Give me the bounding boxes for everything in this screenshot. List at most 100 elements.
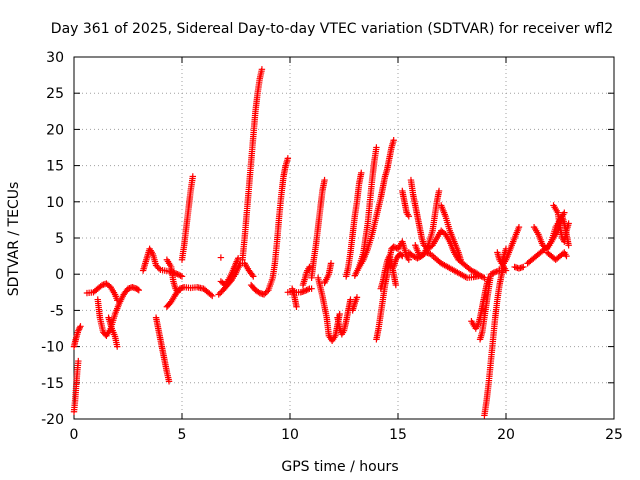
data-point — [217, 254, 225, 261]
data-point — [301, 287, 309, 295]
data-point — [390, 243, 397, 250]
series-arc03 — [83, 280, 121, 304]
data-point — [476, 272, 484, 279]
series-arc14 — [239, 66, 266, 263]
data-point — [249, 271, 256, 279]
data-point — [358, 169, 365, 177]
series-arc05 — [105, 314, 121, 350]
series-arc10 — [178, 173, 196, 263]
data-point — [234, 255, 242, 262]
data-point — [373, 144, 380, 151]
data-point — [75, 357, 82, 365]
chart-title: Day 361 of 2025, Sidereal Day-to-day VTE… — [51, 21, 613, 37]
series-arc39 — [498, 223, 523, 271]
data-point — [75, 326, 83, 333]
series-arc33 — [405, 249, 484, 282]
data-point — [308, 285, 315, 292]
x-tick-label: 25 — [605, 427, 623, 443]
axis-ticks — [73, 56, 615, 420]
series-arc07 — [152, 314, 173, 385]
data-point — [415, 254, 423, 261]
series-arc18 — [299, 263, 313, 289]
data-point — [353, 294, 361, 301]
series-arc09 — [163, 256, 181, 296]
data-point — [520, 263, 527, 271]
data-point — [135, 286, 142, 294]
data-point — [321, 176, 328, 184]
data-point — [392, 281, 400, 289]
y-tick-label: 10 — [46, 195, 64, 211]
x-tick-label: 0 — [70, 427, 79, 443]
data-point — [487, 271, 495, 278]
grid — [74, 57, 614, 419]
data-point — [293, 303, 300, 310]
data-point — [114, 343, 121, 350]
data-point — [411, 253, 418, 261]
data-point — [306, 263, 313, 271]
data-point — [209, 292, 216, 300]
series-arc12 — [217, 255, 242, 289]
series-arc43 — [550, 202, 572, 245]
series-arc02 — [70, 323, 84, 350]
data-point — [177, 272, 184, 279]
data-point — [260, 291, 268, 298]
data-point — [154, 263, 161, 271]
series-arc23 — [342, 169, 365, 280]
data-point — [347, 296, 354, 303]
series-arc21 — [334, 296, 354, 338]
data-point — [515, 223, 523, 231]
data-point — [405, 213, 412, 220]
data-point — [155, 265, 163, 272]
y-tick-labels: -20 -15 -10 -5 0 5 10 15 20 25 30 — [41, 50, 64, 428]
series-arc29 — [390, 250, 406, 271]
series-arc44 — [543, 249, 570, 263]
x-tick-label: 10 — [281, 427, 299, 443]
data-point — [262, 289, 269, 297]
data-point — [398, 251, 405, 259]
data-point — [565, 242, 572, 249]
data-point — [189, 173, 196, 180]
data-point — [175, 271, 183, 279]
data-point — [399, 252, 406, 260]
data-point — [409, 252, 417, 260]
series-arc17 — [288, 285, 300, 310]
series-arc30 — [399, 187, 412, 220]
y-tick-label: 5 — [55, 231, 64, 247]
data-point — [304, 286, 312, 293]
data-point — [502, 267, 510, 274]
data-point — [457, 256, 464, 263]
data-point — [134, 286, 141, 293]
data-point — [255, 288, 262, 296]
data-point — [489, 270, 496, 277]
series-arc22 — [321, 260, 335, 287]
data-point — [215, 291, 222, 298]
data-point — [152, 262, 160, 269]
y-tick-label: 0 — [55, 267, 64, 283]
series-arc37 — [481, 263, 510, 419]
series-arc15 — [247, 155, 292, 298]
data-point — [303, 286, 310, 294]
x-tick-label: 20 — [497, 427, 515, 443]
data-point — [250, 273, 257, 280]
series-arc01 — [70, 357, 82, 415]
series-arc28 — [377, 252, 400, 292]
series-arc34 — [438, 202, 464, 263]
data-point — [435, 187, 443, 195]
series-arc27 — [373, 238, 412, 343]
y-tick-label: -5 — [50, 303, 64, 319]
y-axis-label: SDTVAR / TECUs — [6, 182, 22, 297]
series-arc16 — [284, 285, 315, 296]
data-point — [561, 209, 568, 216]
y-tick-label: 30 — [46, 50, 64, 66]
series-arc20 — [314, 274, 343, 345]
y-tick-label: -10 — [41, 340, 64, 356]
y-tick-label: 20 — [46, 122, 64, 138]
data-point — [414, 255, 421, 262]
series-arc08 — [163, 284, 216, 310]
data-point — [490, 269, 497, 276]
data-point — [469, 268, 477, 275]
data-point — [207, 291, 214, 298]
data-point — [77, 323, 84, 330]
y-tick-label: 25 — [46, 86, 64, 102]
